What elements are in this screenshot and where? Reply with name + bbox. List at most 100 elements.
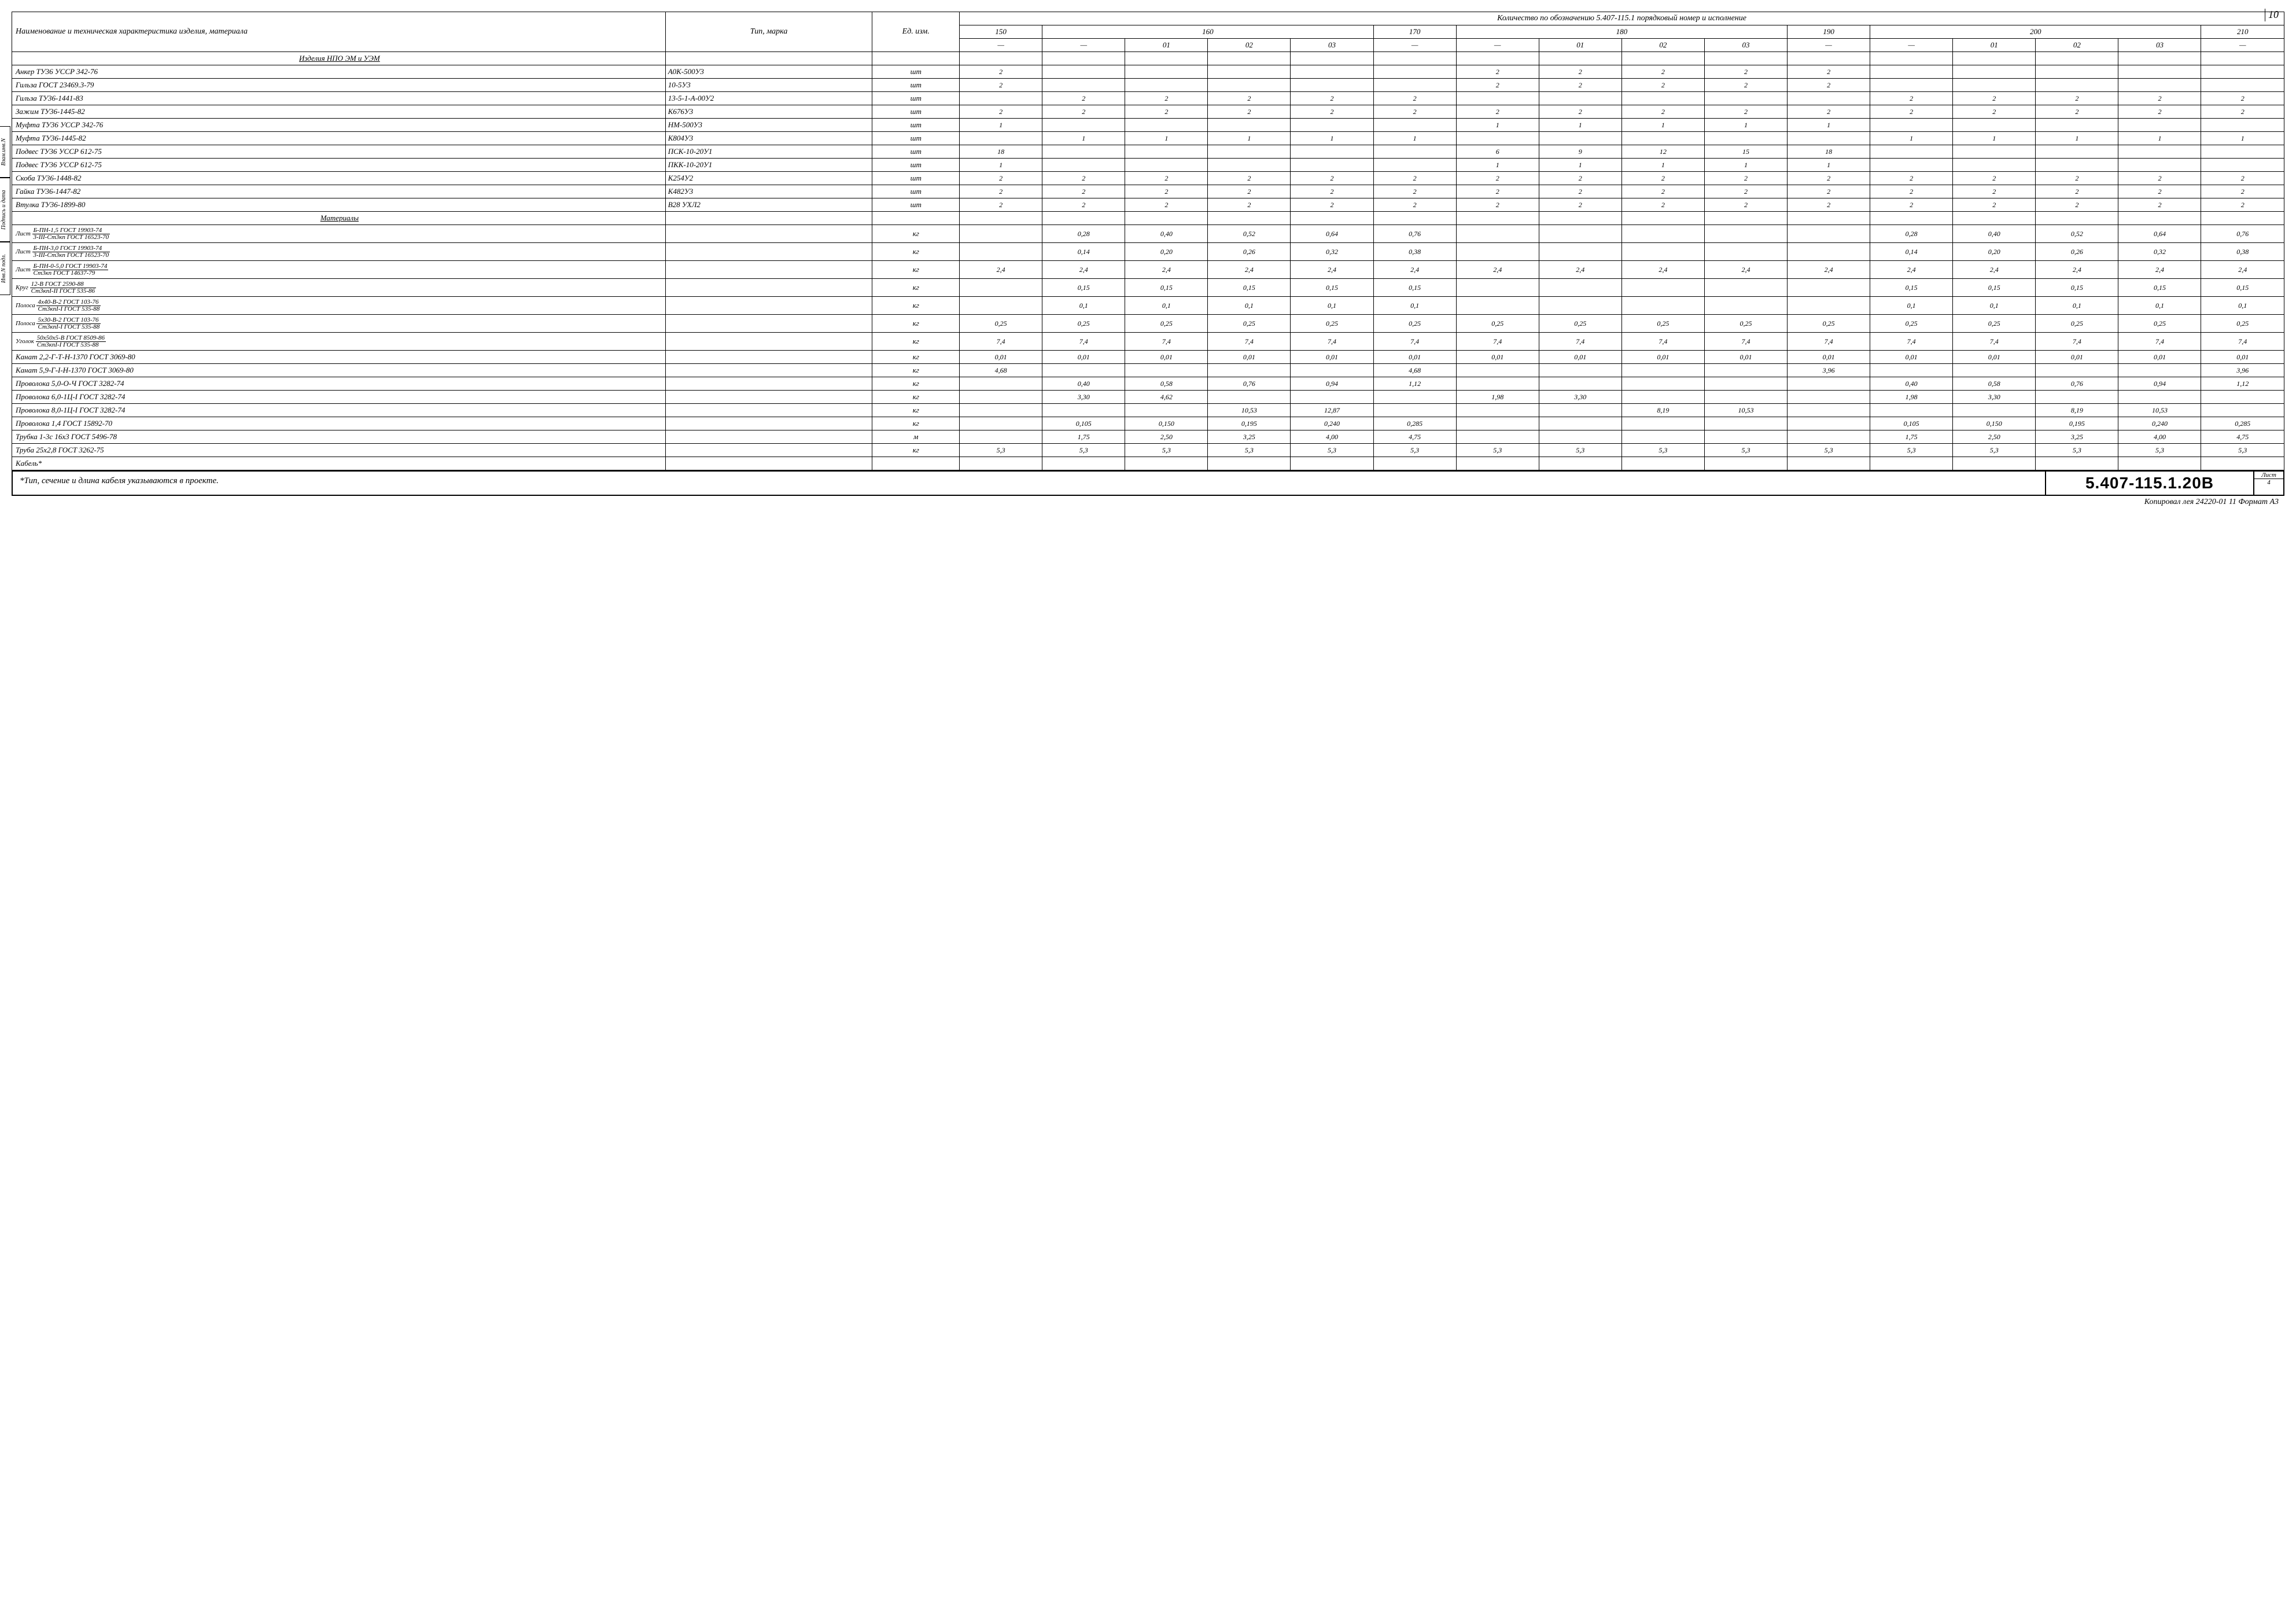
cell-name: Муфта ТУ36-1445-82: [12, 132, 666, 145]
cell-qty: 5,3: [2036, 444, 2118, 457]
cell-qty: [2036, 364, 2118, 377]
cell-qty: 1: [1456, 159, 1539, 172]
cell-qty: 0,105: [1042, 417, 1125, 430]
cell-type: [665, 297, 872, 315]
cell-qty: [1456, 364, 1539, 377]
cell-qty: 7,4: [1788, 333, 1870, 351]
cell-qty: 1: [1539, 119, 1621, 132]
cell-qty: [2036, 119, 2118, 132]
cell-qty: 10,53: [2118, 404, 2201, 417]
cell-qty: [2036, 65, 2118, 79]
cell-qty: [1125, 79, 1208, 92]
cell-qty: [2118, 79, 2201, 92]
cell-qty: [1291, 79, 1373, 92]
cell-qty: 2: [2118, 185, 2201, 198]
cell-qty: [1456, 430, 1539, 444]
cell-qty: [960, 417, 1042, 430]
cell-qty: 1: [1704, 119, 1787, 132]
cell-type: [665, 351, 872, 364]
cell-qty: 1: [2201, 132, 2284, 145]
cell-qty: [1704, 430, 1787, 444]
cell-qty: 1: [1621, 159, 1704, 172]
cell-qty: 5,3: [1788, 444, 1870, 457]
cell-qty: [1788, 457, 1870, 470]
cell-qty: 0,25: [2118, 315, 2201, 333]
cell-qty: [1953, 119, 2036, 132]
cell-qty: [960, 225, 1042, 243]
cell-qty: 2: [1373, 92, 1456, 105]
cell-type: [665, 391, 872, 404]
cell-qty: [960, 243, 1042, 261]
cell-qty: 5,3: [1870, 444, 1953, 457]
table-row: Труба 25х2,8 ГОСТ 3262-75кг5,35,35,35,35…: [12, 444, 2284, 457]
cell-qty: [1456, 132, 1539, 145]
cell-qty: 0,64: [2118, 225, 2201, 243]
page: 10 Наименование и техническая характерис…: [12, 12, 2284, 509]
cell-qty: 1: [1870, 132, 1953, 145]
cell-qty: [1373, 119, 1456, 132]
cell-qty: [1042, 404, 1125, 417]
cell-qty: 0,25: [1704, 315, 1787, 333]
cell-qty: 0,01: [2036, 351, 2118, 364]
cell-qty: 0,15: [1953, 279, 2036, 297]
cell-type: В28 УХЛ2: [665, 198, 872, 212]
cell-qty: 0,40: [1870, 377, 1953, 391]
grp-150: 150: [960, 25, 1042, 39]
cell-name: Проволока 6,0-1Ц-I ГОСТ 3282-74: [12, 391, 666, 404]
cell-qty: 2: [1456, 185, 1539, 198]
cell-qty: 2: [1373, 172, 1456, 185]
cell-qty: [1208, 145, 1291, 159]
cell-qty: 2: [1704, 172, 1787, 185]
cell-unit: м: [872, 430, 960, 444]
sheet-label: Лист: [2254, 472, 2283, 479]
table-row: Гильза ТУ36-1441-8313-5-1-А-00У2шт222222…: [12, 92, 2284, 105]
cell-qty: [1456, 92, 1539, 105]
cell-qty: [960, 132, 1042, 145]
cell-qty: 0,01: [1870, 351, 1953, 364]
cell-qty: 2: [1373, 185, 1456, 198]
cell-qty: [1291, 391, 1373, 404]
cell-qty: 2: [1704, 185, 1787, 198]
cell-qty: 2: [2201, 105, 2284, 119]
cell-qty: 2: [1291, 185, 1373, 198]
cell-qty: 1,98: [1456, 391, 1539, 404]
cell-name: Проволока 8,0-1Ц-I ГОСТ 3282-74: [12, 404, 666, 417]
cell-qty: [1704, 391, 1787, 404]
cell-qty: [960, 297, 1042, 315]
cell-qty: 4,68: [1373, 364, 1456, 377]
cell-qty: [2036, 79, 2118, 92]
cell-name: Канат 5,9-Г-I-Н-1370 ГОСТ 3069-80: [12, 364, 666, 377]
cell-qty: [1456, 457, 1539, 470]
cell-qty: 1: [1291, 132, 1373, 145]
cell-qty: 2: [1621, 105, 1704, 119]
cell-type: [665, 444, 872, 457]
cell-qty: [1788, 404, 1870, 417]
cell-qty: 3,25: [1208, 430, 1291, 444]
cell-qty: 2: [1291, 105, 1373, 119]
cell-qty: 2: [1456, 172, 1539, 185]
grp-190: 190: [1788, 25, 1870, 39]
cell-qty: 2: [2118, 92, 2201, 105]
cell-qty: 2: [960, 198, 1042, 212]
cell-qty: 0,01: [1456, 351, 1539, 364]
cell-qty: [1042, 79, 1125, 92]
table-row: Проволока 5,0-О-Ч ГОСТ 3282-74кг0,400,58…: [12, 377, 2284, 391]
cell-qty: 0,195: [1208, 417, 1291, 430]
table-row: Полоса 5х30-В-2 ГОСТ 103-76Ст3кпI-I ГОСТ…: [12, 315, 2284, 333]
cell-qty: 2: [1953, 105, 2036, 119]
cell-qty: 0,1: [1870, 297, 1953, 315]
sub-12: 01: [1953, 39, 2036, 52]
cell-qty: 7,4: [1456, 333, 1539, 351]
cell-qty: [1208, 457, 1291, 470]
cell-qty: [1539, 132, 1621, 145]
cell-type: К676У3: [665, 105, 872, 119]
cell-qty: [1621, 92, 1704, 105]
cell-type: К482У3: [665, 185, 872, 198]
cell-qty: 2: [1870, 172, 1953, 185]
cell-qty: 0,15: [2118, 279, 2201, 297]
cell-qty: 1,75: [1870, 430, 1953, 444]
cell-type: [665, 261, 872, 279]
grp-160: 160: [1042, 25, 1373, 39]
cell-qty: 2: [1456, 79, 1539, 92]
table-row: Гайка ТУ36-1447-82К482У3шт22222222222222…: [12, 185, 2284, 198]
